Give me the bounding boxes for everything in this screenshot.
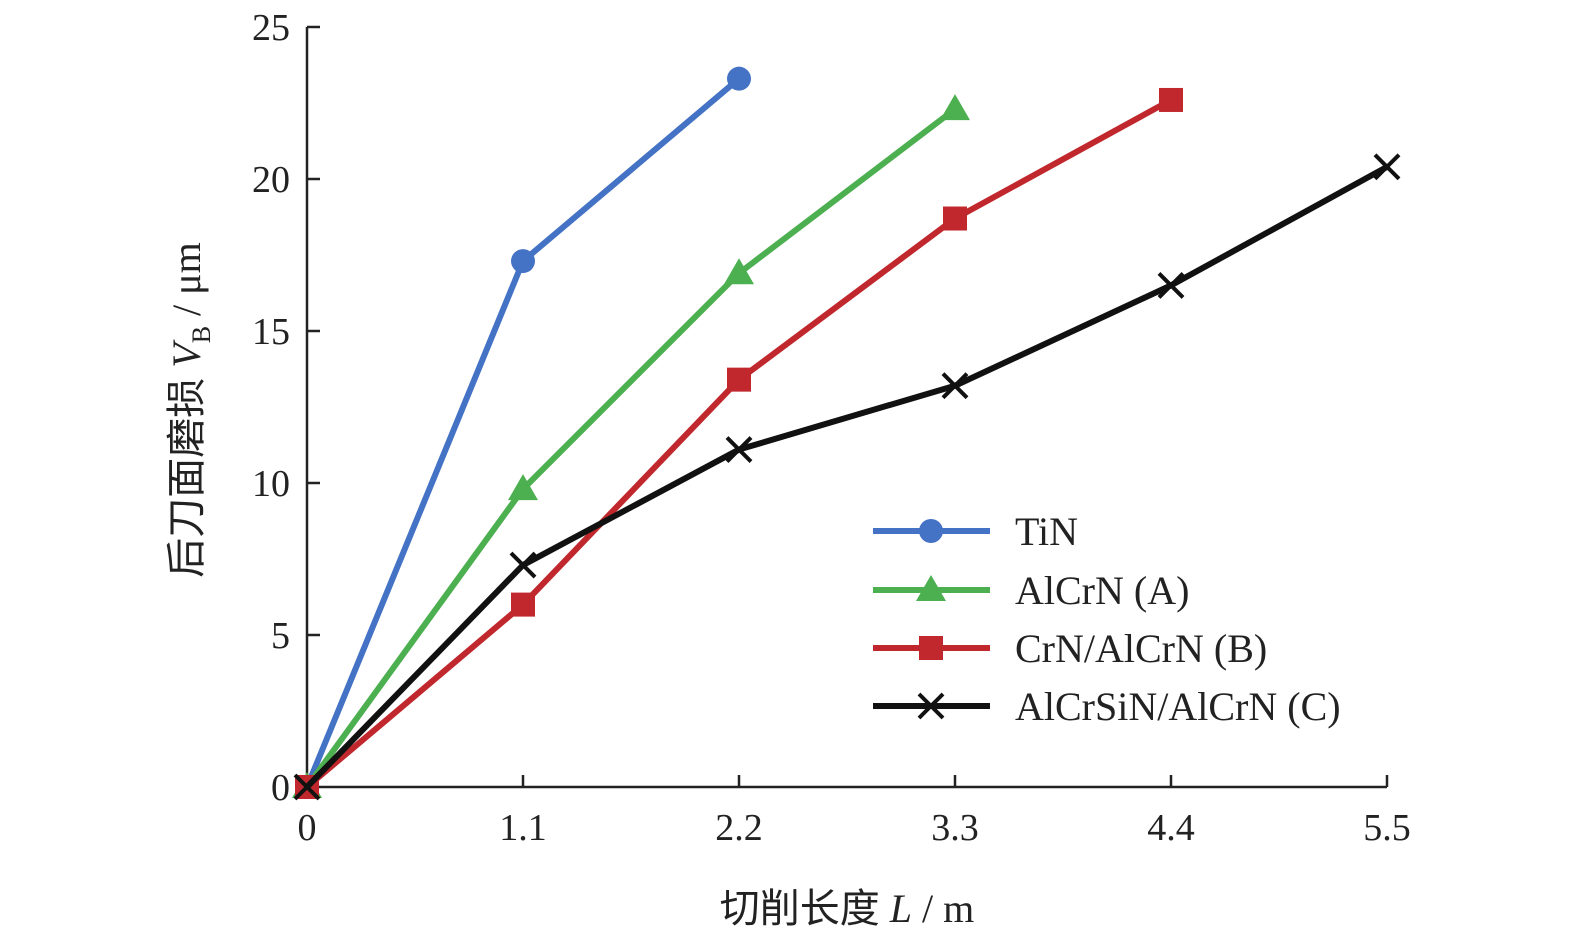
data-point <box>941 372 969 400</box>
data-point <box>943 206 967 231</box>
x-tick-label: 1.1 <box>499 807 547 849</box>
legend: TiN AlCrN (A) CrN/AlCrN (B) AlCrSiN/AlCrN (… <box>873 509 1341 729</box>
data-point <box>727 66 751 91</box>
x-tick-label: 3.3 <box>931 807 979 849</box>
data-point <box>917 692 945 720</box>
legend-item-1: AlCrN (A) <box>873 568 1189 613</box>
x-tick-label: 0 <box>298 807 317 849</box>
legend-item-0: TiN <box>873 509 1078 554</box>
data-point-stroke <box>941 372 969 400</box>
data-point <box>509 551 537 579</box>
legend-item-2: CrN/AlCrN (B) <box>873 626 1267 671</box>
series-line <box>304 76 741 789</box>
data-point <box>727 367 751 392</box>
series-0 <box>295 66 751 799</box>
data-point <box>940 94 970 121</box>
data-point-stroke <box>917 692 945 720</box>
legend-item-3: AlCrSiN/AlCrN (C) <box>873 684 1341 729</box>
x-tick-label: 4.4 <box>1147 807 1195 849</box>
x-tick-label: 5.5 <box>1363 807 1411 849</box>
data-point-stroke <box>725 436 753 463</box>
series-line <box>304 106 957 789</box>
legend-label: CrN/AlCrN (B) <box>1015 626 1267 671</box>
series-1 <box>292 94 970 798</box>
data-point <box>1157 271 1185 299</box>
data-point-stroke <box>509 551 537 579</box>
series-layer <box>292 66 1401 801</box>
y-tick-label: 20 <box>252 159 290 201</box>
x-tick-label: 2.2 <box>715 807 763 849</box>
data-point <box>293 773 321 801</box>
ticks: 0 1.1 2.2 3.3 4.4 5.5 0 5 10 15 20 25 <box>252 7 1411 849</box>
legend-label: AlCrN (A) <box>1015 568 1189 613</box>
y-axis-title: 后刀面磨损 VB / μm <box>164 242 216 577</box>
data-point-stroke <box>1373 153 1401 181</box>
data-point <box>919 519 943 543</box>
data-point <box>511 249 535 274</box>
y-tick-label: 5 <box>271 615 290 657</box>
y-tick-label: 10 <box>252 463 290 505</box>
data-point <box>1373 153 1401 181</box>
x-axis-title: 切削长度 L / m <box>720 886 974 931</box>
series-line <box>304 164 1389 790</box>
data-point <box>724 258 754 285</box>
data-point <box>1159 87 1183 112</box>
data-point <box>725 436 753 463</box>
data-point-stroke <box>293 773 321 801</box>
axes <box>305 27 1387 789</box>
y-tick-label: 25 <box>252 7 290 49</box>
y-tick-label: 0 <box>271 767 290 809</box>
data-point <box>916 575 946 601</box>
data-point-stroke <box>1157 271 1185 299</box>
data-point <box>919 636 943 660</box>
legend-label: AlCrSiN/AlCrN (C) <box>1015 684 1341 729</box>
data-point <box>508 474 538 501</box>
series-3 <box>293 153 1401 801</box>
data-point <box>511 592 535 617</box>
legend-label: TiN <box>1015 509 1078 554</box>
y-tick-label: 15 <box>252 311 290 353</box>
